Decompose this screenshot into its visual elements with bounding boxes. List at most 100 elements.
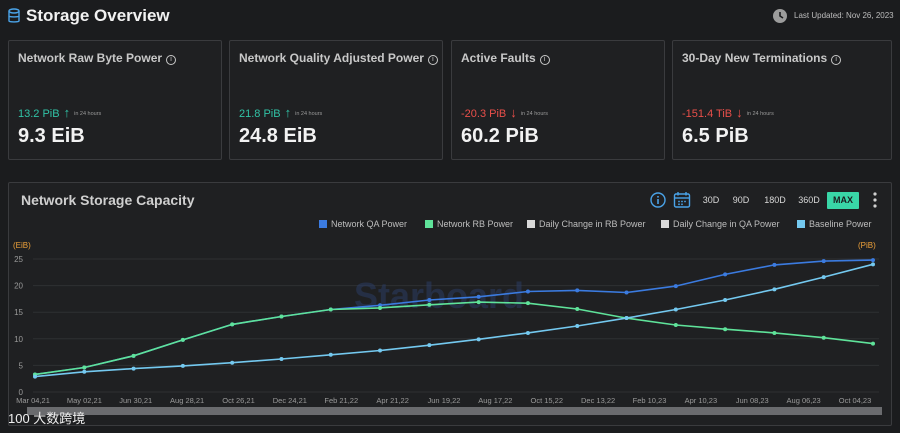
data-point-baseline-power[interactable] bbox=[723, 297, 728, 302]
data-point-network-rb-power[interactable] bbox=[279, 314, 284, 319]
data-point-network-rb-power[interactable] bbox=[131, 353, 136, 358]
y-tick-label: 5 bbox=[19, 361, 24, 370]
card-title: Network Quality Adjusted Power bbox=[239, 51, 424, 65]
arrow-down-icon: ↓ bbox=[510, 105, 517, 120]
legend-daily-qa[interactable]: Daily Change in QA Power bbox=[661, 219, 780, 229]
data-point-network-rb-power[interactable] bbox=[525, 301, 530, 306]
range-scrollbar[interactable] bbox=[27, 407, 882, 415]
data-point-baseline-power[interactable] bbox=[328, 352, 333, 357]
data-point-network-qa-power[interactable] bbox=[821, 259, 826, 264]
card-delta: 13.2 PiB ↑ in 24 hours bbox=[18, 105, 102, 120]
range-30d-button[interactable]: 30D bbox=[702, 195, 720, 205]
data-point-network-rb-power[interactable] bbox=[772, 330, 777, 335]
x-axis: Mar 04,21 May 02,21 Jun 30,21 Aug 28,21 Oct … bbox=[16, 396, 871, 405]
database-icon bbox=[8, 8, 20, 23]
x-tick-label: Feb 21,22 bbox=[324, 396, 358, 405]
data-point-baseline-power[interactable] bbox=[821, 275, 826, 280]
info-icon[interactable]: i bbox=[166, 55, 177, 65]
data-point-network-qa-power[interactable] bbox=[476, 294, 481, 299]
card-value: 24.8 EiB bbox=[239, 125, 317, 147]
series-line-baseline-power[interactable] bbox=[34, 263, 874, 378]
data-point-network-rb-power[interactable] bbox=[427, 302, 432, 307]
data-point-network-qa-power[interactable] bbox=[673, 284, 678, 289]
info-icon[interactable]: i bbox=[427, 55, 438, 65]
data-point-network-rb-power[interactable] bbox=[673, 322, 678, 327]
page-title: Storage Overview bbox=[26, 6, 170, 25]
x-tick-label: Oct 04,23 bbox=[839, 396, 872, 405]
info-icon[interactable]: i bbox=[539, 55, 550, 65]
data-point-baseline-power[interactable] bbox=[476, 337, 481, 342]
x-tick-label: May 02,21 bbox=[67, 396, 102, 405]
storage-capacity-panel: Network Storage Capacity 30D 90D 180D 36… bbox=[8, 182, 892, 426]
data-point-baseline-power[interactable] bbox=[673, 307, 678, 312]
info-icon[interactable]: i bbox=[831, 55, 842, 65]
data-point-network-qa-power[interactable] bbox=[624, 290, 629, 295]
data-point-baseline-power[interactable] bbox=[131, 366, 136, 371]
x-tick-label: Oct 15,22 bbox=[530, 396, 563, 405]
data-point-baseline-power[interactable] bbox=[525, 330, 530, 335]
data-point-baseline-power[interactable] bbox=[575, 324, 580, 329]
data-point-network-rb-power[interactable] bbox=[328, 307, 333, 312]
data-point-baseline-power[interactable] bbox=[772, 287, 777, 292]
x-tick-label: Aug 28,21 bbox=[170, 396, 204, 405]
legend-rb-power[interactable]: Network RB Power bbox=[425, 219, 513, 229]
card-raw-byte-power: Network Raw Byte Power i 13.2 PiB ↑ in 24 h… bbox=[8, 40, 222, 160]
data-point-baseline-power[interactable] bbox=[378, 348, 383, 353]
y-tick-label: 0 bbox=[19, 388, 24, 397]
data-point-network-rb-power[interactable] bbox=[378, 305, 383, 310]
arrow-up-icon: ↑ bbox=[284, 105, 292, 120]
info-icon[interactable] bbox=[650, 192, 666, 208]
data-point-network-rb-power[interactable] bbox=[180, 337, 185, 342]
series-line-network-rb-power[interactable] bbox=[34, 301, 874, 376]
card-value: 9.3 EiB bbox=[18, 125, 85, 147]
card-quality-adjusted-power: Network Quality Adjusted Power i 21.8 PiB… bbox=[229, 40, 443, 160]
data-point-baseline-power[interactable] bbox=[624, 316, 629, 321]
data-point-network-rb-power[interactable] bbox=[871, 341, 875, 346]
panel-title: Network Storage Capacity bbox=[21, 192, 195, 208]
data-point-network-qa-power[interactable] bbox=[871, 258, 875, 263]
data-point-network-qa-power[interactable] bbox=[427, 297, 432, 302]
data-point-baseline-power[interactable] bbox=[871, 262, 875, 267]
clock-icon bbox=[773, 9, 787, 23]
card-title: 30-Day New Terminations bbox=[682, 51, 828, 65]
legend-daily-rb[interactable]: Daily Change in RB Power bbox=[527, 219, 646, 229]
data-point-network-rb-power[interactable] bbox=[575, 307, 580, 312]
data-point-network-qa-power[interactable] bbox=[525, 289, 530, 294]
range-max-button[interactable]: MAX bbox=[827, 192, 859, 209]
footer-logo: 100 大数跨境 bbox=[8, 411, 86, 426]
data-point-network-rb-power[interactable] bbox=[723, 327, 728, 332]
calendar-icon[interactable] bbox=[673, 191, 691, 209]
legend-qa-power[interactable]: Network QA Power bbox=[319, 219, 407, 229]
data-point-network-qa-power[interactable] bbox=[723, 272, 728, 277]
more-options-icon[interactable] bbox=[871, 191, 879, 209]
chart-grid bbox=[33, 258, 879, 393]
data-point-baseline-power[interactable] bbox=[82, 369, 87, 374]
x-tick-label: Oct 26,21 bbox=[222, 396, 255, 405]
range-360d-button[interactable]: 360D bbox=[798, 195, 820, 205]
card-delta: 21.8 PiB ↑ in 24 hours bbox=[239, 105, 323, 120]
y-tick-label: 25 bbox=[14, 255, 23, 264]
legend-baseline[interactable]: Baseline Power bbox=[797, 219, 872, 229]
data-point-network-rb-power[interactable] bbox=[821, 335, 826, 340]
right-axis-unit: (PiB) bbox=[858, 241, 876, 250]
data-point-network-rb-power[interactable] bbox=[82, 365, 87, 370]
data-point-baseline-power[interactable] bbox=[279, 357, 284, 362]
data-point-baseline-power[interactable] bbox=[230, 360, 235, 365]
x-tick-label: Jun 19,22 bbox=[428, 396, 461, 405]
range-90d-button[interactable]: 90D bbox=[732, 195, 750, 205]
data-point-baseline-power[interactable] bbox=[33, 374, 37, 379]
range-180d-button[interactable]: 180D bbox=[764, 195, 786, 205]
x-tick-label: Jun 08,23 bbox=[736, 396, 769, 405]
data-point-network-rb-power[interactable] bbox=[230, 322, 235, 327]
card-delta: -20.3 PiB ↓ in 24 hours bbox=[461, 105, 548, 120]
card-value: 6.5 PiB bbox=[682, 125, 749, 147]
data-point-baseline-power[interactable] bbox=[427, 343, 432, 348]
data-point-network-rb-power[interactable] bbox=[476, 300, 481, 305]
data-point-network-qa-power[interactable] bbox=[575, 288, 580, 293]
arrow-up-icon: ↑ bbox=[63, 105, 71, 120]
y-tick-label: 20 bbox=[14, 282, 23, 291]
data-point-baseline-power[interactable] bbox=[180, 363, 185, 368]
data-point-network-qa-power[interactable] bbox=[772, 262, 777, 267]
last-updated: Last Updated: Nov 26, 2023 bbox=[794, 11, 894, 20]
